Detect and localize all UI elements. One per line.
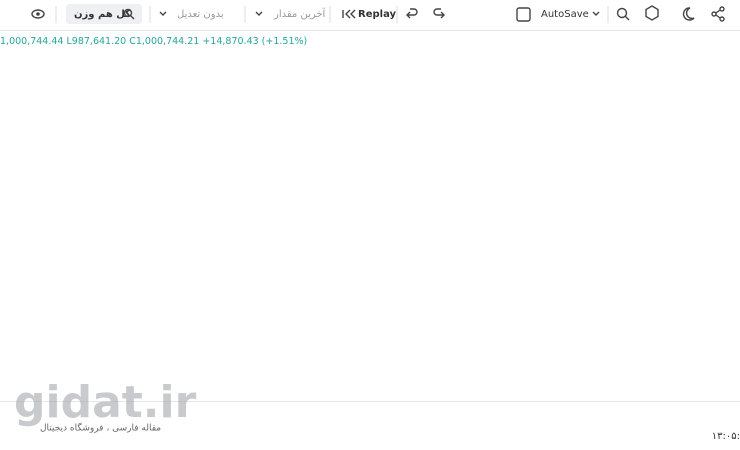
- watermark-tagline: مقاله فارسی ، فروشگاه دیجیتال: [40, 422, 161, 434]
- theme-icon[interactable]: [682, 7, 695, 21]
- quick-search-icon[interactable]: [616, 7, 630, 21]
- high-value: 1,000,744.44: [0, 36, 63, 47]
- chevron: [255, 11, 263, 16]
- change-value: +14,870.43 (+1.51%): [202, 36, 307, 47]
- share-icon[interactable]: [711, 6, 725, 22]
- search-icon: [123, 8, 135, 20]
- watermark-brand: gidat.ir: [14, 377, 197, 428]
- replay-label[interactable]: Replay: [358, 9, 397, 20]
- chevron: [159, 11, 167, 16]
- price-mode-label[interactable]: آخرین مقدار: [273, 7, 327, 20]
- undo-icon[interactable]: [406, 8, 418, 19]
- clock: ۱۳:۰۵:: [712, 431, 740, 442]
- redo-icon[interactable]: [433, 8, 445, 19]
- compare-label: کل هم وزن: [74, 9, 131, 20]
- close-value: C1,000,744.21: [129, 36, 199, 47]
- replay-icon: [342, 9, 356, 19]
- adjust-label[interactable]: بدون تعدیل: [177, 9, 224, 20]
- compare-button[interactable]: [66, 4, 142, 24]
- eye-button[interactable]: [31, 9, 45, 19]
- low-value: L987,641.20: [67, 36, 127, 47]
- settings-icon[interactable]: [645, 5, 659, 21]
- ohlc-legend: 1,000,744.44 L987,641.20 C1,000,744.21 +…: [0, 36, 307, 47]
- autosave-label: AutoSave: [541, 9, 589, 20]
- chevron[interactable]: [592, 11, 600, 16]
- autosave-checkbox[interactable]: [516, 7, 531, 22]
